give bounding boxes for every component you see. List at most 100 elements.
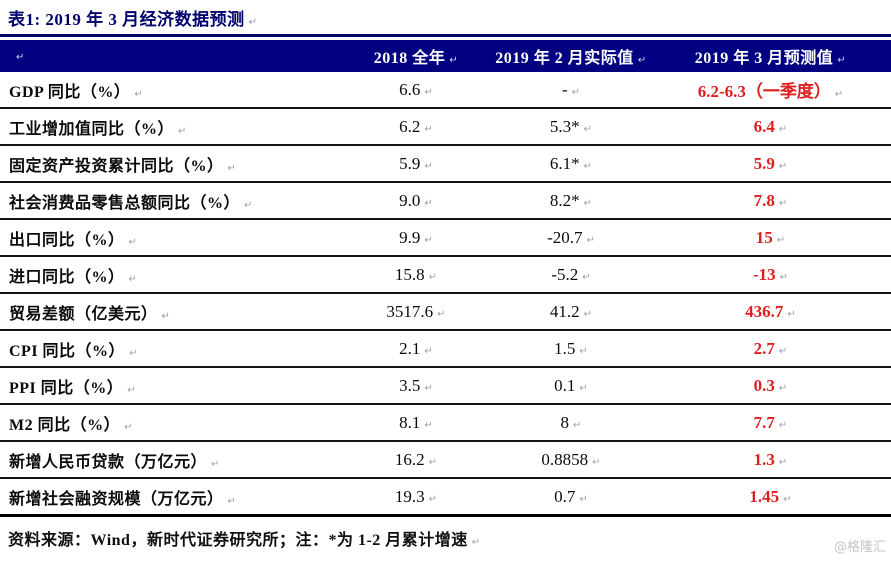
row-label: 出口同比（%） ↵ xyxy=(0,219,340,257)
cell-mar2019-forecast: 5.9 ↵ xyxy=(650,145,891,183)
table-title-text: 表1: 2019 年 3 月经济数据预测 xyxy=(8,10,245,29)
return-mark-icon: ↵ xyxy=(783,493,792,505)
cell-mar2019-forecast: 6.2-6.3（一季度） ↵ xyxy=(650,72,891,109)
column-header-feb2019: 2019 年 2 月实际值 ↵ xyxy=(492,40,650,72)
table-row: 社会消费品零售总额同比（%） ↵ 9.0 ↵ 8.2* ↵ 7.8 ↵ xyxy=(0,182,891,220)
cell-mar2019-forecast: 436.7 ↵ xyxy=(650,293,891,331)
return-mark-icon: ↵ xyxy=(227,495,237,507)
table-row: 进口同比（%） ↵ 15.8 ↵ -5.2 ↵ -13 ↵ xyxy=(0,256,891,294)
row-label: M2 同比（%） ↵ xyxy=(0,404,340,442)
row-label: 新增社会融资规模（万亿元） ↵ xyxy=(0,478,340,517)
row-label: GDP 同比（%） ↵ xyxy=(0,72,340,109)
table-row: 贸易差额（亿美元） ↵ 3517.6 ↵ 41.2 ↵ 436.7 ↵ xyxy=(0,293,891,331)
return-mark-icon: ↵ xyxy=(778,382,788,394)
return-mark-icon: ↵ xyxy=(127,384,137,396)
cell-2018: 5.9 ↵ xyxy=(340,145,492,183)
table-header-row: ↵ 2018 全年 ↵ 2019 年 2 月实际值 ↵ 2019 年 3 月预测值 ↵ xyxy=(0,40,891,72)
cell-feb2019: - ↵ xyxy=(492,72,650,109)
return-mark-icon: ↵ xyxy=(778,160,788,172)
row-label: PPI 同比（%） ↵ xyxy=(0,367,340,405)
row-label: 工业增加值同比（%） ↵ xyxy=(0,108,340,146)
return-mark-icon: ↵ xyxy=(579,382,588,394)
return-mark-icon: ↵ xyxy=(834,89,844,100)
cell-feb2019: 8.2* ↵ xyxy=(492,182,650,220)
return-mark-icon: ↵ xyxy=(778,456,788,468)
cell-mar2019-forecast: 15 ↵ xyxy=(650,219,891,257)
cell-2018: 6.2 ↵ xyxy=(340,108,492,146)
return-mark-icon: ↵ xyxy=(778,123,788,135)
return-mark-icon: ↵ xyxy=(583,123,593,135)
cell-feb2019: 6.1* ↵ xyxy=(492,145,650,183)
cell-feb2019: 1.5 ↵ xyxy=(492,330,650,368)
column-header-mar2019: 2019 年 3 月预测值 ↵ xyxy=(650,40,891,72)
cell-2018: 19.3 ↵ xyxy=(340,478,492,517)
source-note: 资料来源：Wind，新时代证券研究所；注：*为 1-2 月累计增速 ↵ xyxy=(8,532,481,549)
table-row: PPI 同比（%） ↵ 3.5 ↵ 0.1 ↵ 0.3 ↵ xyxy=(0,367,891,405)
row-label: 固定资产投资累计同比（%） ↵ xyxy=(0,145,340,183)
return-mark-icon: ↵ xyxy=(424,197,433,209)
cell-2018: 9.0 ↵ xyxy=(340,182,492,220)
cell-mar2019-forecast: 1.3 ↵ xyxy=(650,441,891,479)
cell-feb2019: 41.2 ↵ xyxy=(492,293,650,331)
watermark-gelonghui: @格隆汇 xyxy=(833,540,886,555)
return-mark-icon: ↵ xyxy=(583,197,593,209)
return-mark-icon: ↵ xyxy=(428,456,438,468)
cell-mar2019-forecast: 7.7 ↵ xyxy=(650,404,891,442)
return-mark-icon: ↵ xyxy=(134,88,144,100)
return-mark-icon: ↵ xyxy=(778,419,788,431)
cell-feb2019: 0.7 ↵ xyxy=(492,478,650,517)
table-row: CPI 同比（%） ↵ 2.1 ↵ 1.5 ↵ 2.7 ↵ xyxy=(0,330,891,368)
return-mark-icon: ↵ xyxy=(248,17,258,28)
return-mark-icon: ↵ xyxy=(424,234,433,246)
row-label: 新增人民币贷款（万亿元） ↵ xyxy=(0,441,340,479)
table-row: 工业增加值同比（%） ↵ 6.2 ↵ 5.3* ↵ 6.4 ↵ xyxy=(0,108,891,146)
return-mark-icon: ↵ xyxy=(16,52,25,63)
cell-mar2019-forecast: 0.3 ↵ xyxy=(650,367,891,405)
return-mark-icon: ↵ xyxy=(583,160,593,172)
table-row: 固定资产投资累计同比（%） ↵ 5.9 ↵ 6.1* ↵ 5.9 ↵ xyxy=(0,145,891,183)
return-mark-icon: ↵ xyxy=(586,234,595,246)
return-mark-icon: ↵ xyxy=(437,308,446,320)
return-mark-icon: ↵ xyxy=(428,493,438,505)
cell-feb2019: 0.8858 ↵ xyxy=(492,441,650,479)
row-label: CPI 同比（%） ↵ xyxy=(0,330,340,368)
table-row: GDP 同比（%） ↵ 6.6 ↵ - ↵ 6.2-6.3（一季度） ↵ xyxy=(0,72,891,109)
return-mark-icon: ↵ xyxy=(128,236,138,248)
return-mark-icon: ↵ xyxy=(424,345,433,357)
cell-feb2019: 0.1 ↵ xyxy=(492,367,650,405)
cell-mar2019-forecast: 7.8 ↵ xyxy=(650,182,891,220)
cell-2018: 3.5 ↵ xyxy=(340,367,492,405)
cell-2018: 2.1 ↵ xyxy=(340,330,492,368)
row-label: 贸易差额（亿美元） ↵ xyxy=(0,293,340,331)
return-mark-icon: ↵ xyxy=(428,271,438,283)
cell-feb2019: -20.7 ↵ xyxy=(492,219,650,257)
cell-feb2019: -5.2 ↵ xyxy=(492,256,650,294)
return-mark-icon: ↵ xyxy=(471,537,481,548)
row-label: 进口同比（%） ↵ xyxy=(0,256,340,294)
return-mark-icon: ↵ xyxy=(776,234,786,246)
forecast-table: ↵ 2018 全年 ↵ 2019 年 2 月实际值 ↵ 2019 年 3 月预测值 ↵… xyxy=(0,40,891,517)
return-mark-icon: ↵ xyxy=(449,55,459,66)
return-mark-icon: ↵ xyxy=(579,493,588,505)
cell-2018: 6.6 ↵ xyxy=(340,72,492,109)
return-mark-icon: ↵ xyxy=(424,160,433,172)
return-mark-icon: ↵ xyxy=(424,419,433,431)
cell-2018: 15.8 ↵ xyxy=(340,256,492,294)
return-mark-icon: ↵ xyxy=(128,273,138,285)
cell-feb2019: 8 ↵ xyxy=(492,404,650,442)
return-mark-icon: ↵ xyxy=(424,123,433,135)
table-row: 新增社会融资规模（万亿元） ↵ 19.3 ↵ 0.7 ↵ 1.45 ↵ xyxy=(0,478,891,517)
return-mark-icon: ↵ xyxy=(778,197,788,209)
cell-2018: 3517.6 ↵ xyxy=(340,293,492,331)
cell-2018: 8.1 ↵ xyxy=(340,404,492,442)
cell-2018: 9.9 ↵ xyxy=(340,219,492,257)
return-mark-icon: ↵ xyxy=(779,271,789,283)
return-mark-icon: ↵ xyxy=(161,310,171,322)
return-mark-icon: ↵ xyxy=(583,308,593,320)
return-mark-icon: ↵ xyxy=(837,55,847,66)
column-header-blank: ↵ xyxy=(0,40,340,72)
return-mark-icon: ↵ xyxy=(778,345,788,357)
return-mark-icon: ↵ xyxy=(637,55,647,66)
return-mark-icon: ↵ xyxy=(178,125,187,137)
page-title: 表1: 2019 年 3 月经济数据预测 ↵ xyxy=(0,0,891,33)
